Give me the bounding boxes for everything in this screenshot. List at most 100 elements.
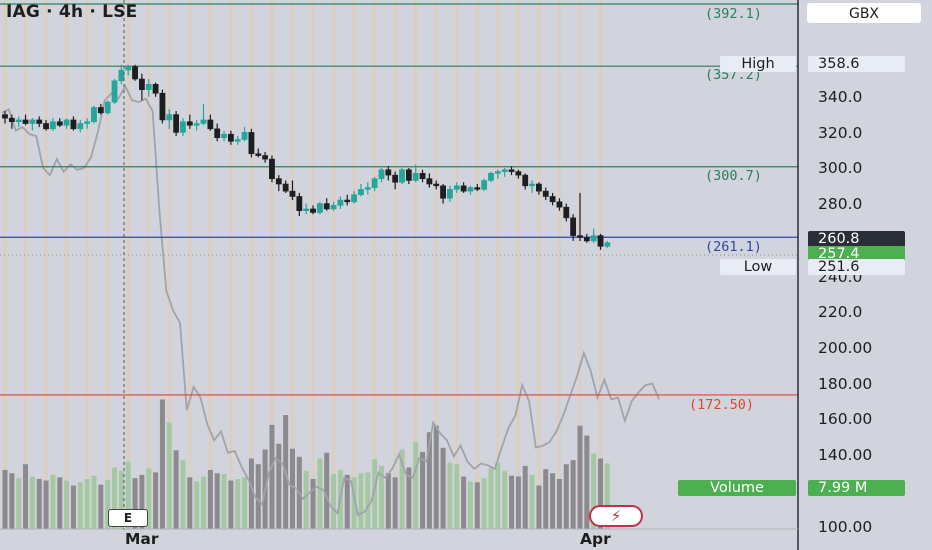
candle-body	[221, 133, 227, 139]
currency-button[interactable]: GBX	[806, 2, 922, 24]
volume-bar	[378, 465, 384, 529]
session-stripe	[126, 0, 130, 529]
session-stripe	[557, 0, 561, 529]
candle-body	[440, 185, 446, 199]
volume-bar	[36, 478, 42, 529]
candle-body	[364, 187, 371, 190]
candle-body	[97, 107, 104, 114]
volume-bar	[255, 464, 261, 529]
candle-body	[358, 189, 364, 196]
high-tag-value: 358.6	[808, 56, 905, 72]
volume-bar	[598, 458, 604, 529]
candle-body	[399, 169, 405, 183]
volume-bar	[406, 467, 412, 529]
volume-bar	[515, 476, 521, 529]
volume-bar	[310, 478, 316, 529]
candle-body	[70, 119, 77, 130]
volume-bar	[604, 463, 610, 529]
candle-body	[378, 169, 385, 179]
volume-bar	[125, 461, 131, 529]
candle-body	[56, 121, 63, 126]
volume-bar	[570, 460, 576, 529]
level-label-172: (172.50)	[689, 397, 755, 413]
candle-body	[234, 139, 241, 142]
session-stripe	[496, 0, 500, 529]
axis-tick-280: 280.0	[818, 195, 863, 213]
volume-bar	[536, 485, 542, 529]
level-label-261: (261.1)	[705, 239, 762, 255]
axis-tick-320: 320.0	[818, 124, 863, 142]
candle-body	[392, 174, 399, 183]
candle-body	[330, 205, 337, 210]
candle-body	[180, 121, 186, 133]
candle-body	[186, 121, 193, 126]
dividend-flash-icon[interactable]: ⚡	[589, 505, 643, 527]
volume-bar	[529, 474, 535, 529]
volume-bar	[351, 477, 357, 529]
volume-bar	[112, 467, 118, 529]
candle-body	[36, 119, 43, 124]
session-stripe	[229, 0, 233, 529]
candle-body	[542, 190, 549, 197]
candle-body	[173, 114, 180, 133]
session-stripe	[352, 0, 356, 529]
candle-body	[50, 121, 56, 130]
volume-bar	[413, 442, 419, 529]
volume-bar	[385, 473, 391, 529]
candles	[2, 64, 611, 250]
volume-bar	[118, 470, 124, 529]
volume-bar	[324, 452, 330, 529]
session-stripe	[434, 0, 438, 529]
candle-body	[152, 84, 159, 94]
comparison-series-line	[1, 84, 660, 517]
candle-body	[227, 133, 234, 142]
volume-bar	[91, 475, 97, 529]
level-label-392: (392.1)	[705, 6, 762, 22]
candle-body	[214, 128, 221, 139]
candle-body	[474, 187, 481, 190]
volume-bar	[372, 459, 378, 529]
candle-body	[29, 119, 36, 124]
candle-body	[316, 203, 323, 213]
volume-bar	[50, 474, 56, 529]
volume-bar	[64, 480, 70, 529]
session-stripe	[106, 0, 110, 529]
volume-bar	[440, 447, 446, 529]
volume-bar	[70, 485, 76, 529]
candle-body	[166, 114, 173, 121]
volume-bar	[495, 462, 501, 529]
volume-bar	[358, 473, 364, 529]
volume-bar	[543, 469, 549, 529]
axis-tick-340: 340.0	[818, 88, 863, 106]
volume-bar	[269, 424, 275, 529]
volume-bar	[461, 476, 467, 529]
volume-bar	[43, 480, 49, 529]
candle-body	[282, 183, 289, 192]
candle-body	[460, 185, 467, 192]
candle-body	[405, 169, 412, 181]
comparison-line	[1, 84, 660, 517]
volume-bar	[556, 478, 562, 529]
session-stripe	[3, 0, 7, 529]
volume-bar	[289, 448, 295, 529]
session-stripe	[85, 0, 89, 529]
candle-body	[132, 66, 138, 80]
volume-bar	[242, 477, 248, 529]
chart-title[interactable]: IAG · 4h · LSE	[6, 2, 138, 22]
session-stripe	[455, 0, 459, 529]
volume-bar	[474, 482, 480, 529]
candle-body	[8, 117, 15, 123]
last-price-tag: 260.8	[808, 231, 905, 247]
volume-bar	[228, 480, 234, 529]
session-stripe	[414, 0, 418, 529]
candle-body	[310, 208, 316, 213]
candle-body	[515, 171, 522, 176]
session-stripe	[24, 0, 28, 529]
volume-bar	[433, 425, 439, 529]
session-stripe	[167, 0, 171, 529]
candle-body	[145, 84, 152, 90]
axis-tick-100: 100.00	[818, 518, 873, 536]
earnings-marker[interactable]: E	[108, 509, 148, 527]
volume-bar	[392, 477, 398, 529]
